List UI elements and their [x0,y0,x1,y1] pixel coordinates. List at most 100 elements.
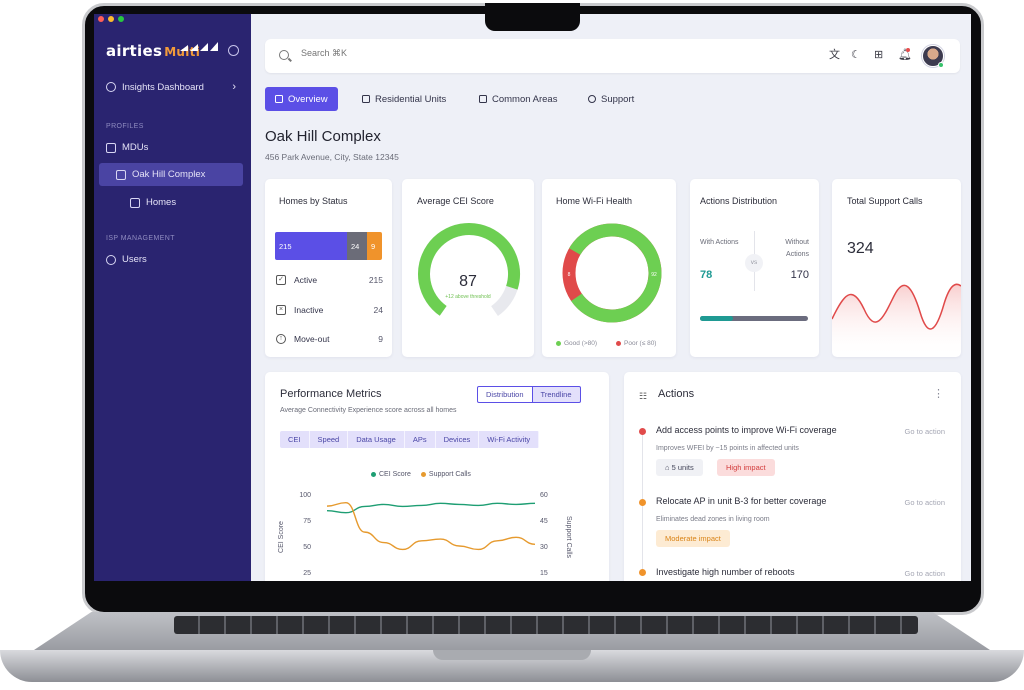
metric-tab-aps[interactable]: APs [404,431,436,448]
list-icon: ☷ [639,391,648,401]
power-icon[interactable] [228,45,239,56]
cei-score: 87 [459,273,477,290]
support-calls-value: 324 [847,240,874,257]
metric-tab-data-usage[interactable]: Data Usage [348,431,405,448]
sidebar-item-oak-hill[interactable]: Oak Hill Complex [116,169,205,180]
actions-card: ☷ Actions ⋮ Add access points to improve… [624,372,961,581]
sidebar-item-insights[interactable]: Insights Dashboard › [106,81,236,93]
trendline-button[interactable]: Trendline [532,386,581,403]
metric-tab-wifi-activity[interactable]: Wi-Fi Activity [479,431,540,448]
units-tag: ⌂ 5 units [656,459,703,476]
status-bar-active: 215 [275,232,347,260]
green-dot-icon [556,341,561,346]
vs-badge: vs [745,254,763,272]
status-stacked-bar[interactable]: 215 24 9 [275,232,382,260]
performance-metrics-card: Performance Metrics Average Connectivity… [265,372,609,581]
building-icon [362,95,370,103]
without-actions-value: 170 [790,269,809,281]
card-title: Home Wi-Fi Health [556,196,633,206]
y-right-tick: 45 [540,518,548,525]
grid-icon [479,95,487,103]
high-impact-tag: High impact [717,459,775,476]
homes-by-status-card: Homes by Status 215 24 9 ✓ Active 215 × Ina… [265,179,392,357]
legend-dot-icon [371,472,376,477]
performance-line-chart[interactable]: CEI Score Support Calls 100 75 50 25 60 45 30 1… [265,482,609,581]
section-profiles: PROFILES [106,123,144,130]
without-actions-label: Without Actions [785,239,809,258]
brand-logo[interactable]: airties Multi [106,42,201,60]
priority-dot-icon [639,569,646,576]
actions-ratio-bar [700,316,808,321]
maximize-window-icon[interactable] [118,16,124,22]
dark-mode-icon[interactable]: ☾ [851,49,861,61]
action-title[interactable]: Investigate high number of reboots [656,567,795,577]
camera-notch [485,3,580,31]
view-toggle: Distribution Trendline [477,386,581,403]
status-row-moveout[interactable]: ↑ Move-out 9 [276,334,383,344]
tab-overview[interactable]: Overview [265,87,338,111]
legend-support: Support Calls [420,471,471,478]
metric-tab-speed[interactable]: Speed [309,431,349,448]
action-desc: Improves WFEI by ~15 points in affected … [656,445,799,452]
action-title[interactable]: Relocate AP in unit B-3 for better cover… [656,496,827,506]
y-right-axis-label: Support Calls [565,516,572,559]
sidebar-item-users[interactable]: Users [106,254,147,265]
card-title: Actions [658,388,695,400]
series-line-support-calls[interactable] [326,501,536,551]
chevron-right-icon: › [232,81,236,93]
section-isp-management: ISP MANAGEMENT [106,235,175,242]
building-icon [106,142,116,153]
y-left-tick: 100 [299,492,311,499]
legend-poor: Poor (≤ 80) [616,340,656,347]
y-right-tick: 60 [540,492,548,499]
bell-icon[interactable]: 🔔︎ [898,49,912,61]
tab-common-areas[interactable]: Common Areas [469,87,567,111]
apartment-icon [116,169,126,180]
close-window-icon[interactable] [98,16,104,22]
check-icon: ✓ [276,275,286,285]
metric-tab-cei[interactable]: CEI [280,431,310,448]
card-subtitle: Average Connectivity Experience score ac… [280,407,457,414]
series-line-cei-score[interactable] [326,502,536,514]
y-right-tick: 15 [540,570,548,577]
y-right-tick: 30 [540,544,548,551]
sidebar-item-homes[interactable]: Homes [130,197,176,208]
search-input[interactable] [301,48,501,58]
tab-residential-units[interactable]: Residential Units [352,87,456,111]
status-row-inactive[interactable]: × Inactive 24 [276,305,383,315]
support-calls-sparkline [832,283,961,357]
sidebar-active-highlight [99,163,243,186]
distribution-button[interactable]: Distribution [477,386,533,403]
cei-delta: +12 above threshold [445,294,491,300]
go-to-action-link[interactable]: Go to action [904,427,945,436]
app-screen: airties Multi Insights Dashboard › PROFIL… [94,14,971,581]
phone-icon [588,95,596,103]
wifi-health-card: Home Wi-Fi Health 92 8 Good (>80) Poor (… [542,179,676,357]
page-address: 456 Park Avenue, City, State 12345 [265,152,399,162]
sidebar-item-mdus[interactable]: MDUs [106,142,148,153]
minimize-window-icon[interactable] [108,16,114,22]
online-status-icon [938,62,944,68]
translate-icon[interactable]: 文 [829,49,840,61]
action-title[interactable]: Add access points to improve Wi-Fi cover… [656,425,837,435]
tab-support[interactable]: Support [578,87,644,111]
cei-gauge [418,223,520,325]
user-avatar[interactable] [922,45,944,67]
priority-dot-icon [639,499,646,506]
go-to-action-link[interactable]: Go to action [904,498,945,507]
window-controls[interactable] [98,16,124,22]
metric-tab-devices[interactable]: Devices [435,431,480,448]
overview-icon [275,95,283,103]
page-title: Oak Hill Complex [265,128,381,145]
go-to-action-link[interactable]: Go to action [904,569,945,578]
wifi-health-donut[interactable]: 92 8 [561,222,663,324]
legend-cei: CEI Score [371,471,411,478]
apps-grid-icon[interactable]: ⊞ [874,49,884,61]
chart-legend: CEI Score Support Calls [371,471,471,478]
card-title: Homes by Status [279,196,348,206]
priority-dot-icon [639,428,646,435]
more-options-icon[interactable]: ⋮ [933,388,944,400]
search-icon[interactable] [279,50,289,60]
actions-distribution-card: Actions Distribution With Actions 78 vs … [690,179,819,357]
status-row-active[interactable]: ✓ Active 215 [276,275,383,285]
